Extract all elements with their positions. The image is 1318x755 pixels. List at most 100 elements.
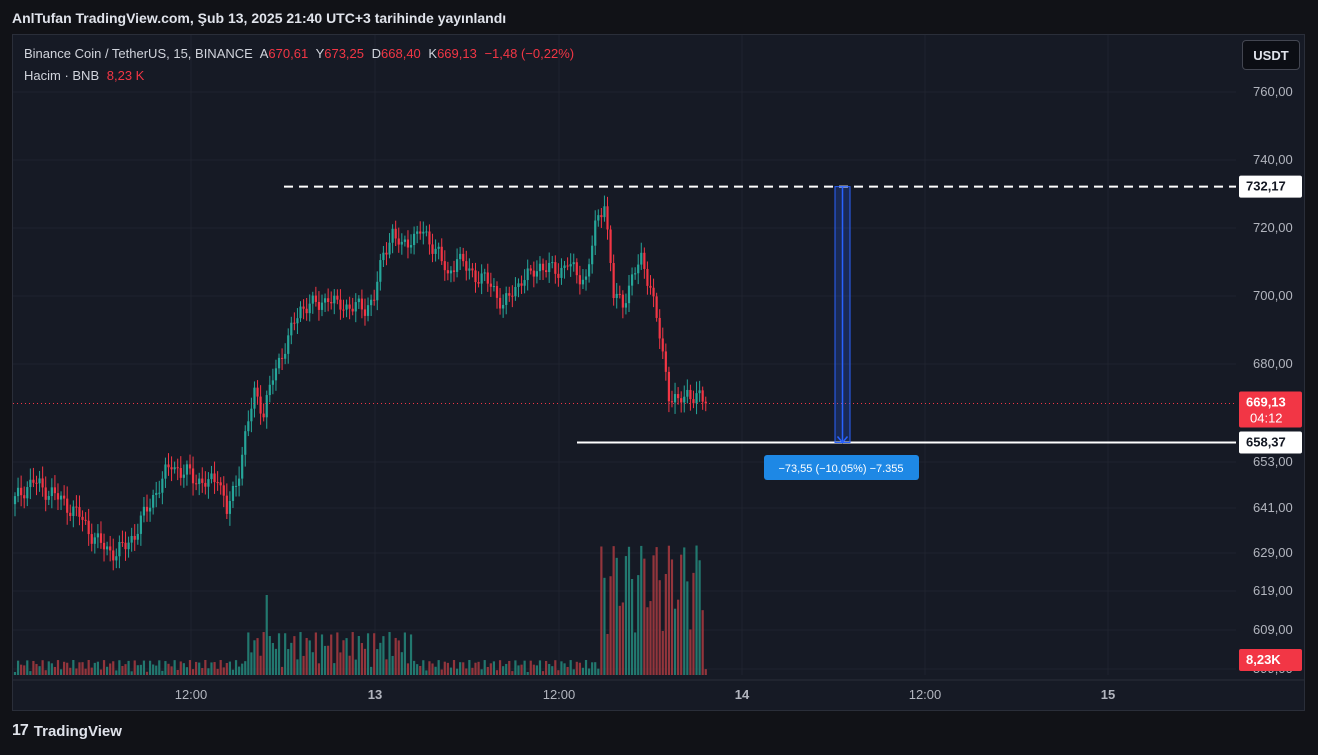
tradingview-brand[interactable]: 17 TradingView bbox=[12, 722, 122, 740]
volume-bar bbox=[661, 630, 664, 675]
volume-bar bbox=[244, 661, 247, 675]
volume-bar bbox=[673, 608, 677, 675]
currency-button[interactable]: USDT bbox=[1242, 40, 1300, 70]
volume-label[interactable]: Hacim · BNB bbox=[24, 68, 100, 83]
volume-bar bbox=[118, 660, 121, 675]
measure-label-box bbox=[764, 455, 919, 480]
brand-name: TradingView bbox=[33, 722, 122, 740]
candle-body bbox=[541, 263, 545, 271]
y-tick-label: 740,00 bbox=[1253, 152, 1293, 167]
volume-bar bbox=[348, 655, 351, 675]
candle-body bbox=[406, 239, 410, 248]
candle-body bbox=[431, 244, 434, 254]
volume-bar bbox=[357, 636, 360, 675]
symbol-title[interactable]: Binance Coin / TetherUS, 15, BINANCE bbox=[24, 46, 253, 61]
volume-bar bbox=[532, 664, 535, 675]
candle-body bbox=[594, 220, 597, 246]
candle-body bbox=[271, 380, 274, 385]
candle-body bbox=[640, 252, 643, 265]
volume-bar bbox=[238, 666, 241, 675]
volume-bar bbox=[449, 667, 453, 675]
candle-body bbox=[63, 495, 66, 499]
candle-body bbox=[290, 322, 293, 336]
x-tick-label: 14 bbox=[735, 687, 750, 702]
candle-body bbox=[195, 483, 198, 485]
candle-body bbox=[311, 295, 314, 304]
volume-bar bbox=[35, 663, 38, 675]
volume-bar bbox=[250, 652, 253, 675]
volume-bar bbox=[428, 661, 431, 675]
volume-bar bbox=[179, 661, 182, 675]
candle-body bbox=[664, 351, 667, 372]
candle-body bbox=[204, 482, 207, 487]
volume-tag-text: 8,23K bbox=[1246, 652, 1281, 667]
volume-bar bbox=[78, 662, 81, 675]
volume-bar bbox=[259, 655, 262, 675]
y-tick-label: 760,00 bbox=[1253, 84, 1293, 99]
candle-body bbox=[495, 286, 499, 298]
volume-bar bbox=[59, 669, 63, 675]
candle-body bbox=[164, 464, 167, 479]
candle-body bbox=[538, 263, 542, 272]
volume-bar bbox=[280, 666, 284, 675]
volume-bar bbox=[643, 558, 646, 675]
volume-bar bbox=[677, 599, 680, 675]
volume-bar bbox=[465, 668, 468, 675]
candle-body bbox=[477, 282, 480, 284]
volume-bar bbox=[360, 643, 364, 675]
volume-bar bbox=[462, 662, 465, 675]
volume-bar bbox=[247, 632, 250, 675]
volume-bar bbox=[474, 662, 477, 675]
volume-bar bbox=[394, 637, 397, 675]
candle-body bbox=[20, 487, 23, 496]
chart-canvas[interactable]: 760,00 740,00 720,00 700,00 680,00 653,00 641,… bbox=[13, 35, 1305, 711]
candle-body bbox=[121, 541, 124, 543]
candle-body bbox=[606, 206, 609, 230]
volume-bar bbox=[606, 633, 609, 675]
volume-bar bbox=[366, 633, 370, 675]
y-tick-label: 641,00 bbox=[1253, 500, 1293, 515]
candle-body bbox=[66, 498, 69, 513]
candle-body bbox=[630, 274, 634, 286]
candle-body bbox=[597, 215, 600, 221]
candle-body bbox=[348, 304, 351, 309]
candle-body bbox=[584, 276, 588, 280]
candle-body bbox=[284, 353, 287, 359]
volume-bar bbox=[514, 660, 517, 675]
candle-body bbox=[646, 268, 649, 286]
volume-bar bbox=[72, 660, 75, 675]
volume-bar bbox=[391, 655, 394, 675]
volume-bar bbox=[416, 664, 419, 675]
candle-body bbox=[351, 308, 354, 312]
volume-bar bbox=[388, 632, 391, 675]
candle-body bbox=[84, 519, 87, 521]
volume-bar bbox=[594, 662, 597, 675]
volume-bar bbox=[526, 671, 529, 675]
volume-bar bbox=[161, 670, 164, 675]
candle-body bbox=[468, 268, 471, 271]
candle-body bbox=[133, 535, 136, 540]
volume-bar bbox=[256, 638, 259, 675]
volume-bar bbox=[686, 581, 689, 675]
volume-bar bbox=[287, 649, 290, 675]
volume-bar bbox=[483, 660, 486, 675]
volume-bar bbox=[38, 666, 41, 675]
candle-body bbox=[462, 253, 465, 262]
volume-bar bbox=[492, 661, 496, 675]
candle-body bbox=[109, 546, 112, 551]
volume-bar bbox=[50, 663, 53, 675]
volume-bar bbox=[241, 663, 244, 675]
volume-bar bbox=[385, 659, 388, 675]
published-header: AnlTufan TradingView.com, Şub 13, 2025 2… bbox=[12, 10, 507, 26]
candle-body bbox=[53, 487, 57, 494]
candle-body bbox=[388, 242, 391, 255]
chart-panel[interactable]: 760,00 740,00 720,00 700,00 680,00 653,00 641,… bbox=[12, 34, 1305, 711]
candle-body bbox=[241, 454, 244, 479]
candle-body bbox=[692, 399, 695, 404]
candle-body bbox=[618, 293, 621, 295]
candle-body bbox=[360, 298, 364, 310]
candle-body bbox=[449, 270, 453, 274]
volume-bar bbox=[520, 664, 523, 675]
volume-bar bbox=[535, 665, 538, 675]
low-value: 668,40 bbox=[381, 46, 421, 61]
